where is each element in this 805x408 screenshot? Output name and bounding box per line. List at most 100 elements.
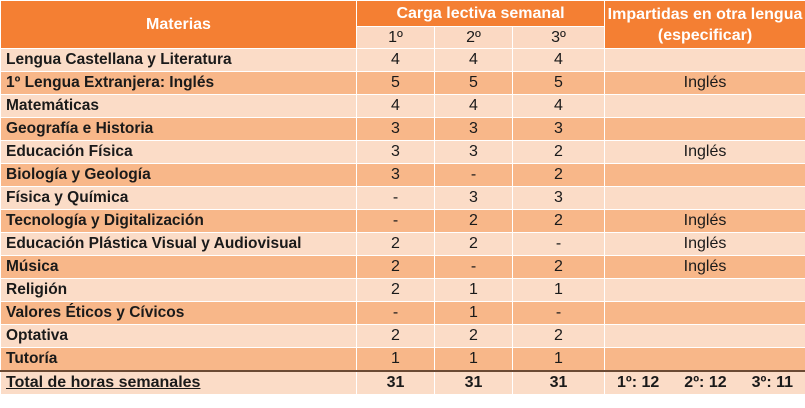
header-course-3: 3º bbox=[511, 26, 606, 49]
table-row: 1º Lengua Extranjera: Inglés 5 5 5 Inglé… bbox=[0, 71, 805, 95]
hours-2: 2 bbox=[434, 324, 513, 348]
total-hours-1: 31 bbox=[356, 370, 435, 395]
hours-2: 3 bbox=[434, 186, 513, 210]
language bbox=[604, 347, 805, 372]
table-row: Educación Plástica Visual y Audiovisual … bbox=[0, 232, 805, 256]
language: Inglés bbox=[604, 255, 805, 279]
language bbox=[604, 94, 805, 118]
subject-name: Biología y Geología bbox=[0, 163, 357, 187]
subject-name: Geografía e Historia bbox=[0, 117, 357, 141]
subject-name: Tecnología y Digitalización bbox=[0, 209, 357, 233]
header-carga-lectiva: Carga lectiva semanal bbox=[355, 0, 606, 27]
subject-name: Religión bbox=[0, 278, 357, 302]
header-otra-lengua: Impartidas en otra lengua (especificar) bbox=[604, 0, 805, 49]
hours-1: - bbox=[356, 301, 435, 325]
hours-2: 1 bbox=[434, 301, 513, 325]
table-row: Tutoría 1 1 1 bbox=[0, 347, 805, 372]
language bbox=[604, 324, 805, 348]
language bbox=[604, 117, 805, 141]
hours-3: 3 bbox=[511, 186, 606, 210]
hours-1: 2 bbox=[356, 324, 435, 348]
header-course-1: 1º bbox=[356, 26, 435, 49]
subject-name: Educación Física bbox=[0, 140, 357, 164]
hours-3: 2 bbox=[511, 140, 606, 164]
table-row: Música 2 - 2 Inglés bbox=[0, 255, 805, 279]
hours-3: 5 bbox=[511, 71, 606, 95]
total-lang-2: 2º: 12 bbox=[684, 374, 727, 391]
hours-3: 3 bbox=[511, 117, 606, 141]
table-row: Biología y Geología 3 - 2 bbox=[0, 163, 805, 187]
language: Inglés bbox=[604, 209, 805, 233]
hours-3: 4 bbox=[511, 94, 606, 118]
language: Inglés bbox=[604, 140, 805, 164]
total-hours-2: 31 bbox=[434, 370, 513, 395]
hours-2: 1 bbox=[434, 278, 513, 302]
hours-3: 1 bbox=[511, 347, 606, 372]
hours-2: - bbox=[434, 255, 513, 279]
hours-1: 4 bbox=[356, 94, 435, 118]
hours-2: 3 bbox=[434, 117, 513, 141]
total-hours-3: 31 bbox=[511, 370, 606, 395]
subject-name: Tutoría bbox=[0, 347, 357, 372]
language bbox=[604, 186, 805, 210]
subject-name: Música bbox=[0, 255, 357, 279]
subject-name: Lengua Castellana y Literatura bbox=[0, 48, 357, 72]
total-row: Total de horas semanales 31 31 31 1º: 12… bbox=[0, 370, 805, 395]
hours-3: 2 bbox=[511, 209, 606, 233]
hours-1: 4 bbox=[356, 48, 435, 72]
language bbox=[604, 163, 805, 187]
hours-3: 2 bbox=[511, 163, 606, 187]
subjects-table: Materias Carga lectiva semanal Impartida… bbox=[0, 0, 805, 395]
header-materias: Materias bbox=[0, 0, 357, 49]
hours-1: 2 bbox=[356, 255, 435, 279]
table-row: Religión 2 1 1 bbox=[0, 278, 805, 302]
language: Inglés bbox=[604, 71, 805, 95]
hours-3: 2 bbox=[511, 255, 606, 279]
hours-2: 3 bbox=[434, 140, 513, 164]
hours-3: 2 bbox=[511, 324, 606, 348]
table-row: Geografía e Historia 3 3 3 bbox=[0, 117, 805, 141]
hours-2: 1 bbox=[434, 347, 513, 372]
table-row: Educación Física 3 3 2 Inglés bbox=[0, 140, 805, 164]
header-course-2: 2º bbox=[434, 26, 513, 49]
hours-1: 2 bbox=[356, 232, 435, 256]
table-row: Matemáticas 4 4 4 bbox=[0, 94, 805, 118]
subject-name: 1º Lengua Extranjera: Inglés bbox=[0, 71, 357, 95]
table-row: Lengua Castellana y Literatura 4 4 4 bbox=[0, 48, 805, 72]
hours-3: 1 bbox=[511, 278, 606, 302]
table-row: Tecnología y Digitalización - 2 2 Inglés bbox=[0, 209, 805, 233]
total-language-cell: 1º: 12 2º: 12 3º: 11 bbox=[604, 370, 805, 395]
table-row: Optativa 2 2 2 bbox=[0, 324, 805, 348]
hours-2: - bbox=[434, 163, 513, 187]
subject-name: Optativa bbox=[0, 324, 357, 348]
hours-1: 2 bbox=[356, 278, 435, 302]
subject-name: Física y Química bbox=[0, 186, 357, 210]
hours-1: 5 bbox=[356, 71, 435, 95]
language bbox=[604, 278, 805, 302]
hours-2: 4 bbox=[434, 48, 513, 72]
language bbox=[604, 301, 805, 325]
hours-1: 3 bbox=[356, 117, 435, 141]
language bbox=[604, 48, 805, 72]
subject-name: Educación Plástica Visual y Audiovisual bbox=[0, 232, 357, 256]
subject-name: Valores Éticos y Cívicos bbox=[0, 301, 357, 325]
hours-1: 1 bbox=[356, 347, 435, 372]
table-row: Valores Éticos y Cívicos - 1 - bbox=[0, 301, 805, 325]
hours-3: - bbox=[511, 232, 606, 256]
subject-name: Matemáticas bbox=[0, 94, 357, 118]
hours-2: 2 bbox=[434, 209, 513, 233]
hours-3: - bbox=[511, 301, 606, 325]
hours-2: 5 bbox=[434, 71, 513, 95]
total-lang-1: 1º: 12 bbox=[617, 374, 660, 391]
hours-1: 3 bbox=[356, 163, 435, 187]
hours-2: 2 bbox=[434, 232, 513, 256]
table-row: Física y Química - 3 3 bbox=[0, 186, 805, 210]
total-lang-3: 3º: 11 bbox=[751, 374, 794, 391]
hours-2: 4 bbox=[434, 94, 513, 118]
language: Inglés bbox=[604, 232, 805, 256]
hours-1: - bbox=[356, 209, 435, 233]
total-label: Total de horas semanales bbox=[0, 370, 357, 395]
hours-1: - bbox=[356, 186, 435, 210]
hours-1: 3 bbox=[356, 140, 435, 164]
hours-3: 4 bbox=[511, 48, 606, 72]
